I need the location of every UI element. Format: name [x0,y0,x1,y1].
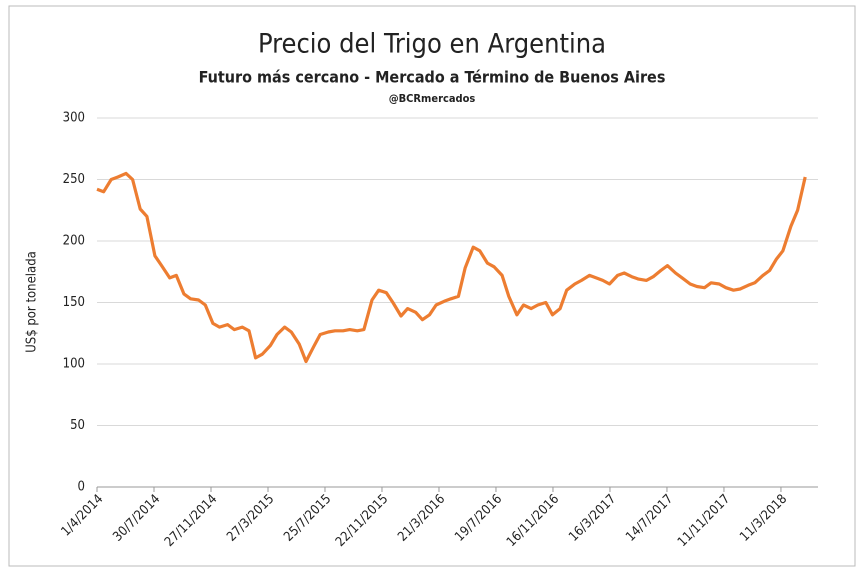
y-tick-label: 150 [63,295,85,310]
chart-subtitle: Futuro más cercano - Mercado a Término d… [199,68,666,87]
y-tick-label: 250 [63,172,85,187]
y-tick-label: 50 [70,418,85,433]
y-tick-label: 0 [78,480,85,495]
y-tick-label: 300 [63,111,85,126]
y-axis-label: US$ por tonelada [25,251,40,353]
chart-title: Precio del Trigo en Argentina [258,29,606,60]
data-line [96,171,807,364]
chart-frame [8,5,856,567]
y-tick-label: 200 [63,234,85,249]
y-tick-label: 100 [63,357,85,372]
annotation: @BCRmercados [389,92,476,105]
